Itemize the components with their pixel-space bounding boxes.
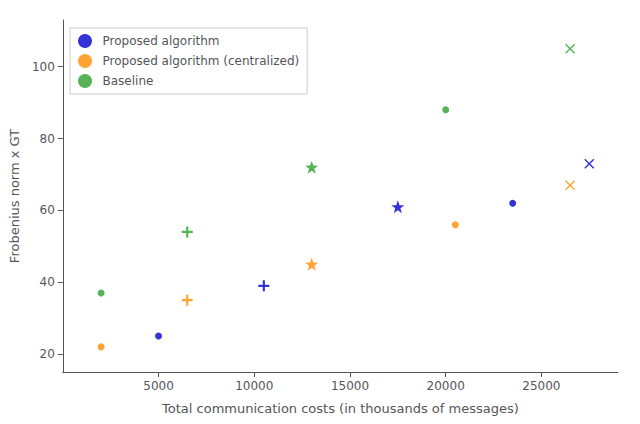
svg-text:Frobenius norm x GT: Frobenius norm x GT <box>7 129 22 263</box>
svg-text:Proposed algorithm (centralize: Proposed algorithm (centralized) <box>103 54 300 68</box>
svg-text:80: 80 <box>40 132 55 146</box>
svg-text:5000: 5000 <box>143 379 174 393</box>
svg-text:20: 20 <box>40 347 55 361</box>
svg-text:20000: 20000 <box>427 379 465 393</box>
svg-text:40: 40 <box>40 275 55 289</box>
svg-text:100: 100 <box>32 60 55 74</box>
svg-text:15000: 15000 <box>331 379 369 393</box>
svg-text:Total communication costs (in: Total communication costs (in thousands … <box>161 401 519 416</box>
svg-text:60: 60 <box>40 203 55 217</box>
svg-text:Proposed algorithm: Proposed algorithm <box>103 34 220 48</box>
svg-text:25000: 25000 <box>522 379 560 393</box>
svg-text:10000: 10000 <box>235 379 273 393</box>
svg-text:Baseline: Baseline <box>103 74 154 88</box>
